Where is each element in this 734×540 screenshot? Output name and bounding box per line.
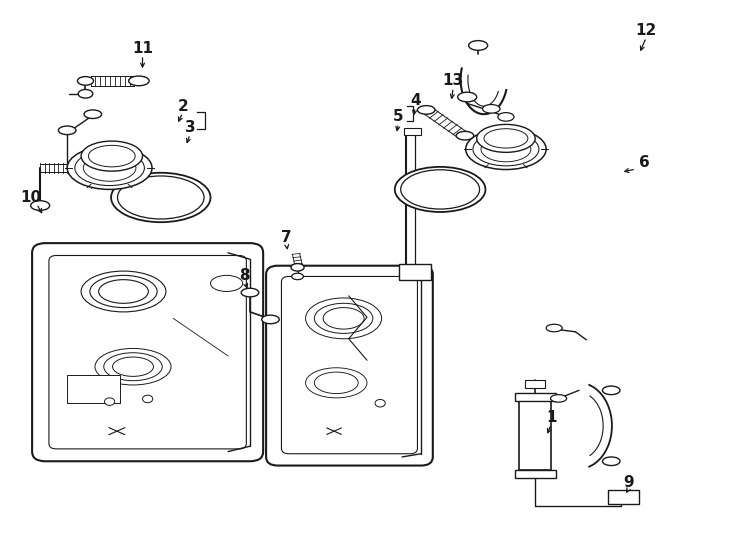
Text: 7: 7 — [281, 230, 292, 245]
Ellipse shape — [603, 457, 620, 465]
Ellipse shape — [291, 273, 303, 280]
Ellipse shape — [84, 110, 101, 118]
Bar — [515, 393, 556, 401]
Ellipse shape — [550, 395, 567, 402]
Text: 2: 2 — [178, 99, 188, 113]
Text: 12: 12 — [636, 23, 657, 38]
Ellipse shape — [546, 324, 562, 332]
Circle shape — [375, 400, 385, 407]
Ellipse shape — [395, 167, 485, 212]
Ellipse shape — [211, 275, 243, 292]
Circle shape — [142, 395, 153, 403]
Ellipse shape — [603, 386, 620, 395]
Text: 13: 13 — [443, 73, 464, 89]
Ellipse shape — [78, 90, 92, 98]
Bar — [608, 490, 639, 504]
Bar — [404, 127, 421, 135]
Ellipse shape — [476, 124, 535, 152]
Ellipse shape — [59, 126, 76, 134]
Ellipse shape — [241, 288, 259, 297]
Ellipse shape — [482, 105, 500, 113]
Bar — [399, 264, 432, 280]
Text: 6: 6 — [639, 155, 650, 170]
Bar — [515, 470, 556, 478]
Text: 4: 4 — [410, 93, 421, 109]
Ellipse shape — [457, 131, 473, 140]
Text: 1: 1 — [546, 410, 556, 425]
Text: 11: 11 — [132, 41, 153, 56]
Text: 9: 9 — [623, 475, 634, 490]
Ellipse shape — [418, 106, 435, 114]
Text: 5: 5 — [393, 110, 404, 124]
Bar — [68, 375, 120, 403]
Text: 8: 8 — [239, 268, 250, 283]
FancyBboxPatch shape — [266, 266, 433, 465]
Text: 10: 10 — [20, 190, 41, 205]
Text: 3: 3 — [185, 120, 195, 135]
Ellipse shape — [68, 146, 152, 190]
Ellipse shape — [77, 77, 93, 85]
Ellipse shape — [262, 315, 279, 323]
Ellipse shape — [81, 141, 142, 171]
Circle shape — [104, 398, 115, 406]
FancyBboxPatch shape — [32, 243, 264, 461]
Ellipse shape — [128, 76, 149, 86]
Ellipse shape — [458, 92, 476, 102]
Ellipse shape — [465, 129, 546, 170]
Ellipse shape — [31, 201, 50, 211]
Ellipse shape — [498, 113, 514, 121]
Ellipse shape — [111, 173, 211, 222]
Bar — [525, 380, 545, 388]
Ellipse shape — [291, 264, 304, 271]
Bar — [519, 401, 551, 470]
Ellipse shape — [468, 40, 487, 50]
